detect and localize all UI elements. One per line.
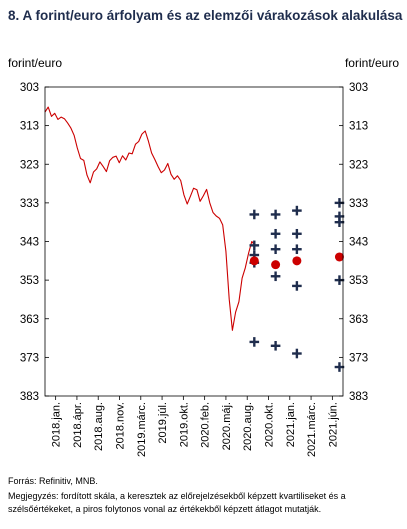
y-tick-label-right-8: 383 <box>349 391 368 403</box>
plot-frame <box>44 86 344 397</box>
y-tick-label-left-3: 333 <box>20 198 39 210</box>
x-tick-label-9: 2020.aug. <box>242 402 254 451</box>
x-tick-label-10: 2020.okt. <box>264 402 276 447</box>
y-tick-label-right-4: 343 <box>349 237 368 249</box>
y-tick-label-left-4: 343 <box>20 237 39 249</box>
y-tick-label-left-8: 383 <box>20 391 39 403</box>
forecast-layer <box>249 198 345 372</box>
forecast-cross-1-3 <box>270 271 281 282</box>
source-note: Forrás: Refinitiv, MNB. <box>8 476 98 486</box>
exchange-rate-chart: 303 303 313 313 323 323 333 333 343 343 353 353 363 3… <box>20 82 368 457</box>
x-tick-label-8: 2020.máj. <box>221 402 233 450</box>
y-tick-label-left-1: 313 <box>20 121 39 133</box>
series-layer <box>44 106 256 331</box>
y-tick-label-right-1: 313 <box>349 121 368 133</box>
forecast-cross-1-0 <box>270 209 281 220</box>
y-tick-label-right-7: 373 <box>349 352 368 364</box>
chart-title: 8. A forint/euro árfolyam és az elemzői … <box>8 8 403 23</box>
y-tick-label-left-7: 373 <box>20 352 39 364</box>
x-tick-label-11: 2021.jan. <box>285 402 297 447</box>
forecast-mean-dot-2 <box>292 256 302 266</box>
x-tick-label-1: 2018.ápr. <box>72 402 84 448</box>
forecast-cross-1-2 <box>270 244 281 255</box>
y-tick-label-right-2: 323 <box>349 159 368 171</box>
forecast-mean-dot-0 <box>249 256 259 266</box>
x-tick-label-6: 2019.okt. <box>178 402 190 447</box>
forecast-mean-dot-3 <box>334 252 344 262</box>
x-tick-label-0: 2018.jan. <box>51 402 63 447</box>
x-tick-label-3: 2018.nov. <box>115 402 127 450</box>
forecast-cross-2-4 <box>292 348 302 359</box>
forecast-cross-2-3 <box>292 281 302 291</box>
y-tick-label-right-3: 333 <box>349 198 368 210</box>
forecast-cross-2-0 <box>292 205 302 216</box>
axis-layer: 303 303 313 313 323 323 333 333 343 343 353 353 363 3… <box>20 82 368 457</box>
forecast-cross-1-1 <box>270 228 281 239</box>
forecast-cross-1-4 <box>270 340 281 351</box>
forecast-cross-2-2 <box>292 244 302 255</box>
y-axis-label-right: forint/euro <box>344 56 399 70</box>
x-tick-label-4: 2019.márc. <box>136 402 148 457</box>
forecast-mean-dot-1 <box>271 260 281 270</box>
x-tick-label-2: 2018.aug. <box>93 402 105 451</box>
forecast-cross-0-4 <box>249 337 260 347</box>
forecast-cross-0-1 <box>249 240 260 251</box>
footnote: Megjegyzés: fordított skála, a keresztek… <box>8 491 346 514</box>
x-tick-label-13: 2021.jún. <box>327 402 339 447</box>
forecast-cross-2-1 <box>292 228 302 239</box>
forecast-cross-0-0 <box>249 209 260 220</box>
y-axis-label-left: forint/euro <box>8 56 63 70</box>
y-tick-label-right-0: 303 <box>349 82 368 94</box>
y-tick-label-left-6: 363 <box>20 314 39 326</box>
y-tick-label-left-5: 353 <box>20 275 39 287</box>
x-tick-label-5: 2019.júl. <box>157 402 169 444</box>
y-tick-label-right-6: 363 <box>349 314 368 326</box>
exchange-rate-line <box>44 106 256 331</box>
y-tick-label-left-2: 323 <box>20 159 39 171</box>
x-tick-label-12: 2021.márc. <box>306 402 318 457</box>
y-tick-label-right-5: 353 <box>349 275 368 287</box>
y-tick-label-left-0: 303 <box>20 82 39 94</box>
x-tick-label-7: 2020.feb. <box>200 402 212 448</box>
